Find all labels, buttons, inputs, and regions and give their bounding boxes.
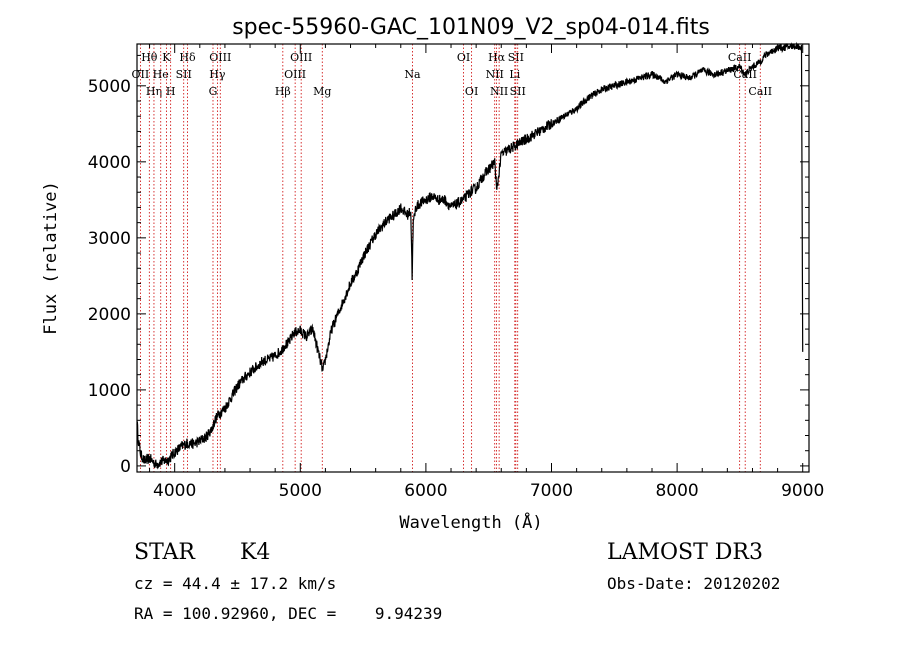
x-tick-label: 5000 [279,481,322,501]
line-label: OII [132,68,150,81]
line-label: OIII [284,68,306,81]
line-label: SII [510,85,526,98]
x-tick-label: 4000 [153,481,196,501]
redshift-cz: cz = 44.4 ± 17.2 km/s [134,574,337,593]
y-tick-label: 2000 [88,305,131,325]
line-label: K [162,51,171,64]
line-label: Li [509,68,520,81]
line-label: He [153,68,169,81]
line-label: Hβ [275,85,291,98]
y-tick-label: 3000 [88,229,131,249]
x-tick-label: 7000 [530,481,573,501]
line-label: CaII [748,85,772,98]
spectrum-chart: spec-55960-GAC_101N09_V2_sp04-014.fits H… [41,15,824,533]
line-label: G [209,85,218,98]
y-tick-label: 4000 [88,153,131,173]
line-label: OI [465,85,478,98]
y-tick-label: 5000 [88,77,131,97]
y-tick-label: 0 [120,457,131,477]
line-label: NII [490,85,508,98]
ra-dec: RA = 100.92960, DEC = 9.94239 [134,604,443,623]
line-label: Hα [488,51,506,64]
x-tick-label: 6000 [404,481,447,501]
line-label: Hδ [179,51,196,64]
line-label: Na [404,68,421,81]
y-tick-label: 1000 [88,381,131,401]
line-label: OI [457,51,470,64]
y-axis-label: Flux (relative) [41,181,61,335]
line-label: H [166,85,176,98]
line-label: OIII [290,51,312,64]
line-label: NII [486,68,504,81]
line-label: Hη [146,85,162,98]
line-label: SII [176,68,192,81]
x-tick-label: 8000 [655,481,698,501]
axis-ticks: 4000 5000 6000 7000 8000 9000 0 1000 2000 3000 400… [88,44,824,501]
x-tick-label: 9000 [781,481,824,501]
line-label: SII [508,51,524,64]
chart-title: spec-55960-GAC_101N09_V2_sp04-014.fits [232,15,710,40]
x-axis-label: Wavelength (Å) [399,511,542,533]
line-label: Hγ [209,68,226,81]
line-label: Mg [313,85,331,98]
line-label: OIII [209,51,231,64]
spectrum-line [136,41,804,470]
line-label: CaII [728,51,752,64]
survey-name: LAMOST DR3 [607,540,763,565]
plot-frame [136,43,810,473]
line-label: Hθ [141,51,158,64]
object-subclass: K4 [240,540,271,565]
object-class: STAR [134,540,195,565]
obs-date: Obs-Date: 20120202 [607,574,781,593]
